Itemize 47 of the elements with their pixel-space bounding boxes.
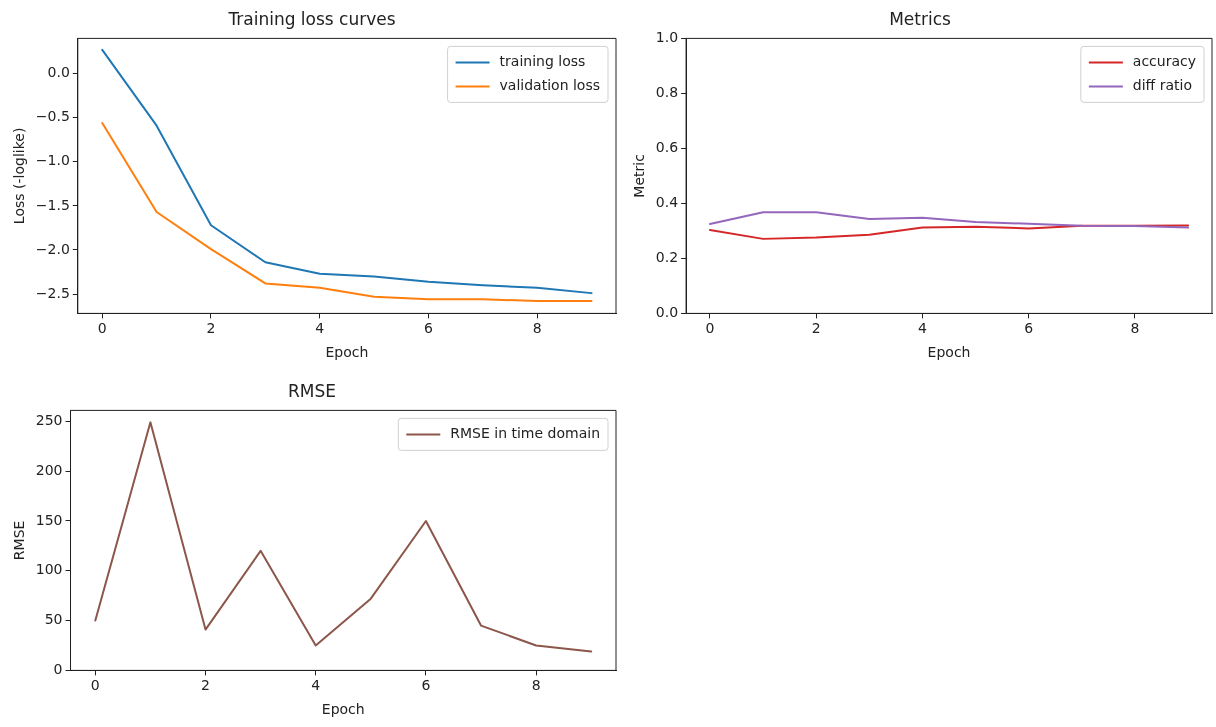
x-tick-label: 4: [311, 677, 321, 694]
x-tick-label: 0: [705, 320, 715, 337]
y-tick-label: 1.0: [655, 29, 679, 46]
y-tick-label: 200: [35, 461, 63, 478]
legend-label: training loss: [499, 53, 586, 70]
legend-label: accuracy: [1132, 53, 1197, 70]
x-tick-label: 8: [532, 320, 542, 337]
x-axis-title: Epoch: [321, 701, 365, 718]
x-tick-label: 2: [811, 320, 821, 337]
y-tick-label: 0.2: [655, 249, 679, 266]
y-tick-label: 0.0: [655, 304, 679, 321]
y-tick-label: 150: [35, 511, 63, 528]
y-axis-title: Loss (-loglike): [11, 127, 28, 225]
y-tick-label: 0: [53, 661, 63, 678]
y-tick-label: 0.4: [655, 194, 679, 211]
y-axis-title: RMSE: [11, 520, 28, 561]
x-tick-label: 6: [423, 320, 433, 337]
x-axis-title: Epoch: [325, 344, 369, 361]
x-tick-label: 2: [206, 320, 216, 337]
x-tick-label: 4: [315, 320, 325, 337]
y-tick-label: −2.5: [35, 284, 70, 301]
y-tick-label: 100: [35, 561, 63, 578]
y-tick-label: 0.6: [655, 139, 679, 156]
y-tick-label: 0.0: [47, 64, 70, 81]
x-tick-label: 6: [1024, 320, 1034, 337]
chart-title: Training loss curves: [227, 8, 396, 29]
x-tick-label: 8: [1130, 320, 1140, 337]
x-tick-label: 6: [421, 677, 431, 694]
y-tick-label: −0.5: [35, 108, 70, 125]
legend-label: validation loss: [499, 77, 600, 94]
y-tick-label: −1.0: [35, 152, 70, 169]
y-tick-label: −1.5: [35, 196, 70, 213]
legend-label: RMSE in time domain: [450, 425, 600, 442]
y-tick-label: −2.0: [35, 240, 70, 257]
x-tick-label: 0: [97, 320, 107, 337]
x-tick-label: 4: [918, 320, 928, 337]
legend-label: diff ratio: [1132, 77, 1192, 94]
x-axis-title: Epoch: [927, 344, 971, 361]
x-tick-label: 8: [531, 677, 541, 694]
chart-title: RMSE: [287, 380, 337, 401]
y-tick-label: 250: [35, 412, 63, 428]
x-tick-label: 0: [90, 677, 100, 694]
y-tick-label: 0.8: [655, 84, 679, 101]
y-axis-title: Metric: [631, 154, 648, 198]
chart-title: Metrics: [889, 8, 951, 29]
y-tick-label: 50: [44, 611, 63, 628]
x-tick-label: 2: [201, 677, 210, 694]
